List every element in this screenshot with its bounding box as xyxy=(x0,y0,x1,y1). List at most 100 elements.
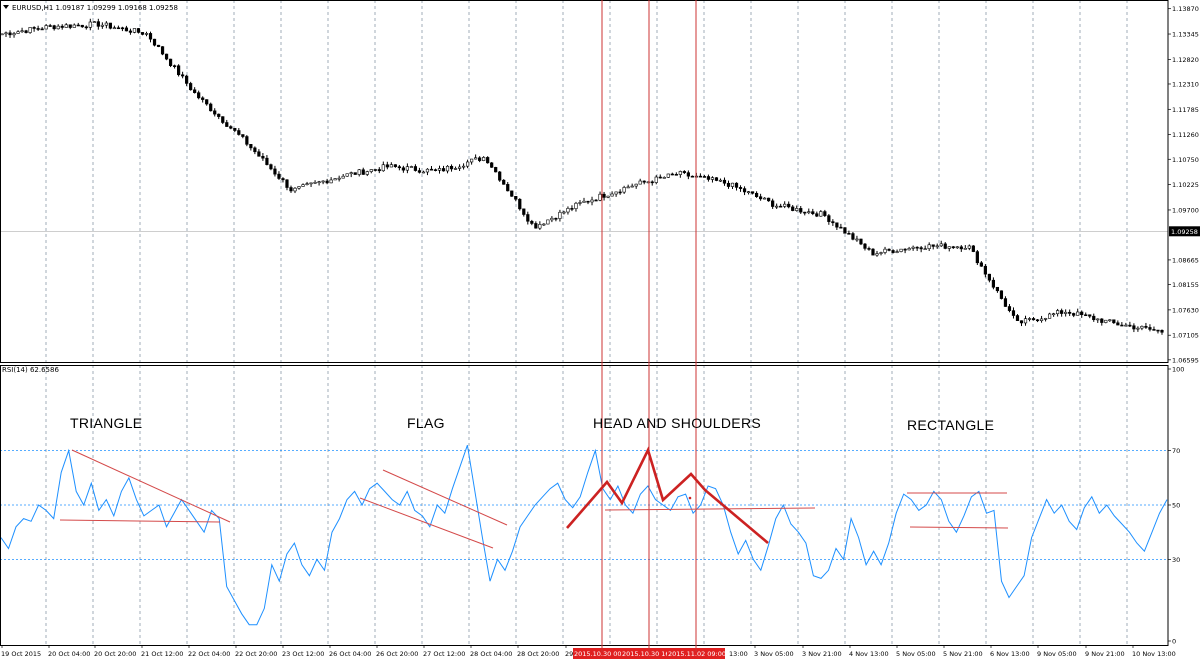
time-label: 28 Oct 20:00 xyxy=(517,650,559,658)
candle-body xyxy=(32,27,36,29)
candle-body xyxy=(775,205,779,208)
current-price-badge xyxy=(1169,226,1200,237)
time-label: 9 Nov 05:00 xyxy=(1037,650,1077,658)
candle-body xyxy=(132,28,137,33)
candle-body xyxy=(281,178,285,181)
candle-body xyxy=(241,134,245,137)
candle-body xyxy=(1160,329,1164,333)
candle-body xyxy=(562,211,566,214)
candle-body xyxy=(1132,325,1136,330)
candle-body xyxy=(907,248,911,251)
candle-body xyxy=(373,169,377,171)
time-label: 3 Nov 21:00 xyxy=(802,650,842,658)
rectangle-lower-line xyxy=(909,526,1009,529)
candle-body xyxy=(405,166,409,171)
candle-body xyxy=(686,172,690,177)
candle-body xyxy=(397,166,401,169)
candle-body xyxy=(16,31,20,34)
candle-body xyxy=(518,198,522,210)
candle-body xyxy=(120,27,125,30)
candle-body xyxy=(357,169,361,175)
candle-body xyxy=(738,187,743,189)
time-axis: 19 Oct 2015 20 Oct 04:00 20 Oct 20:00 21 Oc… xyxy=(1,645,1176,659)
candle-body xyxy=(128,30,133,33)
candle-body xyxy=(498,171,502,181)
time-label: 4 Nov 13:00 xyxy=(849,650,889,658)
axes: 1.13870 1.13345 1.12820 1.12310 1.11785 1.112… xyxy=(0,0,1200,646)
candle-body xyxy=(759,196,763,200)
candle-body xyxy=(445,165,450,172)
price-panel[interactable] xyxy=(0,0,1168,362)
candle-body xyxy=(76,24,80,27)
candle-body xyxy=(646,181,650,184)
candle-body xyxy=(827,215,831,222)
highlighted-time-badge xyxy=(573,648,621,659)
candle-body xyxy=(602,193,606,198)
candle-body xyxy=(369,169,373,172)
rsi-header-text: RSI(14) 62.6586 xyxy=(2,366,59,374)
candle-body xyxy=(730,182,735,187)
candle-body xyxy=(64,24,68,28)
candle-body xyxy=(156,44,161,47)
candle-body xyxy=(883,248,887,253)
head-shoulders-outline xyxy=(566,446,769,544)
candle-body xyxy=(658,176,662,179)
candle-body xyxy=(1140,325,1144,329)
candle-body xyxy=(293,187,297,192)
candle-body xyxy=(795,208,799,211)
candle-body xyxy=(124,27,129,32)
candle-body xyxy=(393,164,397,167)
candle-body xyxy=(803,211,807,214)
candle-body xyxy=(429,168,434,171)
candle-body xyxy=(325,180,329,184)
candle-body xyxy=(574,202,578,209)
candle-body xyxy=(277,173,281,179)
price-tick-label: 1.07630 xyxy=(1172,306,1199,314)
candle-body xyxy=(702,176,707,178)
candle-body xyxy=(654,176,658,183)
price-tick-label: 1.11260 xyxy=(1172,131,1199,139)
candle-body xyxy=(570,208,574,210)
candle-body xyxy=(935,245,939,248)
candle-body xyxy=(136,28,141,33)
time-label: 5 Nov 05:00 xyxy=(896,650,936,658)
time-label: 26 Oct 04:00 xyxy=(329,650,371,658)
candle-body xyxy=(522,208,526,215)
candle-body xyxy=(269,164,273,170)
triangle-down-icon[interactable] xyxy=(3,5,9,9)
candle-body xyxy=(690,175,694,178)
candle-body xyxy=(317,181,321,184)
candle-body xyxy=(546,219,550,225)
candle-body xyxy=(1035,319,1040,322)
candle-body xyxy=(1092,315,1096,321)
candle-body xyxy=(1100,318,1104,323)
price-tick-label: 1.09700 xyxy=(1172,206,1199,214)
candle-body xyxy=(634,183,638,187)
candle-body xyxy=(4,32,8,35)
candle-body xyxy=(799,208,803,213)
candle-body xyxy=(534,223,538,229)
rsi-panel[interactable] xyxy=(0,365,1168,645)
candle-body xyxy=(714,177,719,181)
price-tick-label: 1.10225 xyxy=(1172,181,1199,189)
candle-body xyxy=(104,22,108,26)
candle-body xyxy=(630,185,634,188)
candle-body xyxy=(514,196,518,200)
time-label-trailing: 13:00 xyxy=(729,650,748,658)
candle-body xyxy=(887,248,891,251)
candle-body xyxy=(470,158,474,163)
candle-body xyxy=(771,200,775,207)
candle-body xyxy=(1128,324,1132,327)
candle-body xyxy=(152,38,157,46)
candle-body xyxy=(835,222,839,228)
candle-body xyxy=(899,248,903,252)
candle-body xyxy=(959,246,963,250)
candle-body xyxy=(1027,318,1032,320)
highlighted-time-badge xyxy=(667,648,725,659)
candle-body xyxy=(20,30,24,33)
candle-body xyxy=(678,171,682,175)
candle-body xyxy=(313,182,317,184)
candle-body xyxy=(108,22,112,29)
candle-body xyxy=(590,199,594,203)
